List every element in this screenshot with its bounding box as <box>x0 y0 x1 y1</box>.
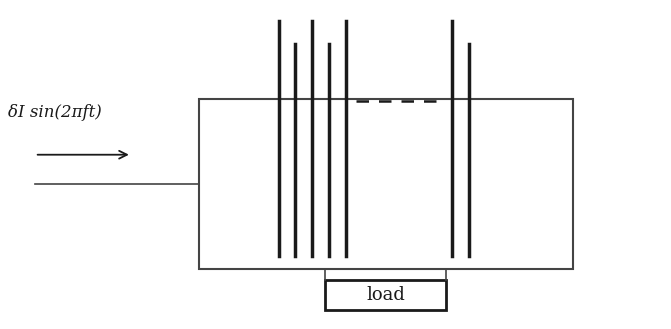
Text: δI sin(2πft): δI sin(2πft) <box>8 104 102 121</box>
Bar <box>199 99 573 269</box>
Bar <box>325 280 446 310</box>
Text: load: load <box>366 286 405 304</box>
